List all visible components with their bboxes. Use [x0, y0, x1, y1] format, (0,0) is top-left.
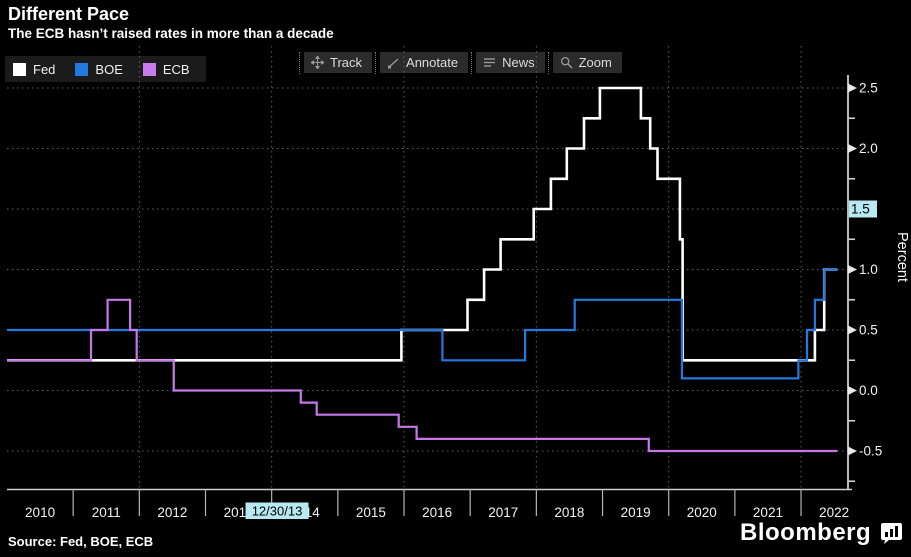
series-fed-line [7, 86, 838, 362]
track-button[interactable]: Track [304, 52, 373, 73]
toolbar-divider [299, 51, 301, 74]
y-tick-label: 0.0 [859, 383, 878, 398]
zoom-magnifier-icon [560, 56, 573, 69]
x-tick-label: 2014 [290, 505, 321, 520]
x-tick-label: 2018 [554, 505, 584, 520]
y-tick-label: 0.5 [859, 323, 878, 338]
track-crosshair-icon [311, 56, 324, 69]
bloomberg-brand: Bloomberg [740, 519, 903, 547]
y-major-arrow [848, 386, 857, 395]
source-note: Source: Fed, BOE, ECB [8, 534, 154, 549]
y-major-arrow [848, 446, 857, 456]
toolbar-divider [375, 51, 377, 74]
y-cursor-label: 1.5 [851, 202, 870, 217]
y-tick-label: 2.5 [859, 81, 878, 96]
y-axis-title: Percent [894, 232, 910, 282]
x-tick-label: 2011 [92, 505, 121, 520]
legend-item-ecb[interactable]: ECB [142, 61, 190, 77]
series-boe-line [7, 268, 838, 380]
gridlines [7, 46, 848, 489]
track-button-label: Track [330, 55, 363, 70]
y-major-arrow [848, 144, 857, 153]
y-axis: 2.5 2.0 1.5 1.0 0.5 0.0 -0.5 Percent [847, 75, 910, 490]
toolbar-divider [471, 51, 473, 74]
x-tick-label: 2021 [753, 505, 783, 520]
bloomberg-chart-bubble-icon [881, 522, 903, 544]
legend-label-ecb: ECB [162, 61, 190, 77]
annotate-pencil-icon [388, 58, 399, 69]
legend-label-boe: BOE [95, 61, 123, 77]
ecb-color-swatch [142, 62, 156, 76]
x-tick-label: 2013 [224, 505, 254, 520]
page-subtitle: The ECB hasn’t raised rates in more than… [8, 26, 334, 41]
x-cursor-highlight [245, 502, 309, 519]
x-tick-label: 2012 [157, 505, 187, 520]
legend: Fed BOE ECB [5, 56, 206, 82]
x-tick-label: 2015 [356, 505, 386, 520]
y-major-arrow [848, 325, 857, 335]
annotate-button[interactable]: Annotate [380, 52, 469, 73]
boe-color-swatch [75, 62, 89, 76]
legend-item-boe[interactable]: BOE [75, 61, 123, 77]
x-tick-label: 2017 [488, 505, 518, 520]
news-button[interactable]: News [476, 52, 545, 73]
chart-toolbar: Track Annotate News [296, 51, 622, 74]
y-tick-label: 2.0 [859, 141, 878, 156]
page-title: Different Pace [8, 4, 130, 24]
y-tick-label: -0.5 [859, 444, 882, 459]
bloomberg-wordmark: Bloomberg [740, 519, 872, 546]
legend-item-fed[interactable]: Fed [13, 62, 55, 77]
x-tick-label: 2010 [25, 505, 55, 520]
annotate-button-label: Annotate [406, 55, 459, 70]
x-tick-label: 2020 [687, 505, 717, 520]
x-tick-label: 2016 [422, 505, 452, 520]
y-major-arrow [848, 83, 857, 93]
y-major-arrow [848, 265, 857, 274]
y-tick-label: 1.0 [859, 262, 878, 277]
x-tick-label: 2022 [819, 505, 849, 520]
x-tick-label: 2019 [621, 505, 651, 520]
news-lines-icon [484, 58, 496, 67]
y-cursor-highlight [849, 200, 877, 218]
fed-color-swatch [13, 62, 26, 76]
legend-label-fed: Fed [33, 61, 56, 77]
x-cursor-label: 12/30/13 [252, 504, 303, 519]
zoom-button[interactable]: Zoom [552, 52, 622, 73]
series-ecb-line [7, 298, 838, 453]
toolbar-divider [547, 51, 550, 74]
zoom-button-label: Zoom [578, 55, 612, 70]
news-button-label: News [502, 55, 535, 70]
x-axis: 2010 2011 2012 2013 2014 2015 2016 2017 2018 2019… [7, 488, 852, 520]
